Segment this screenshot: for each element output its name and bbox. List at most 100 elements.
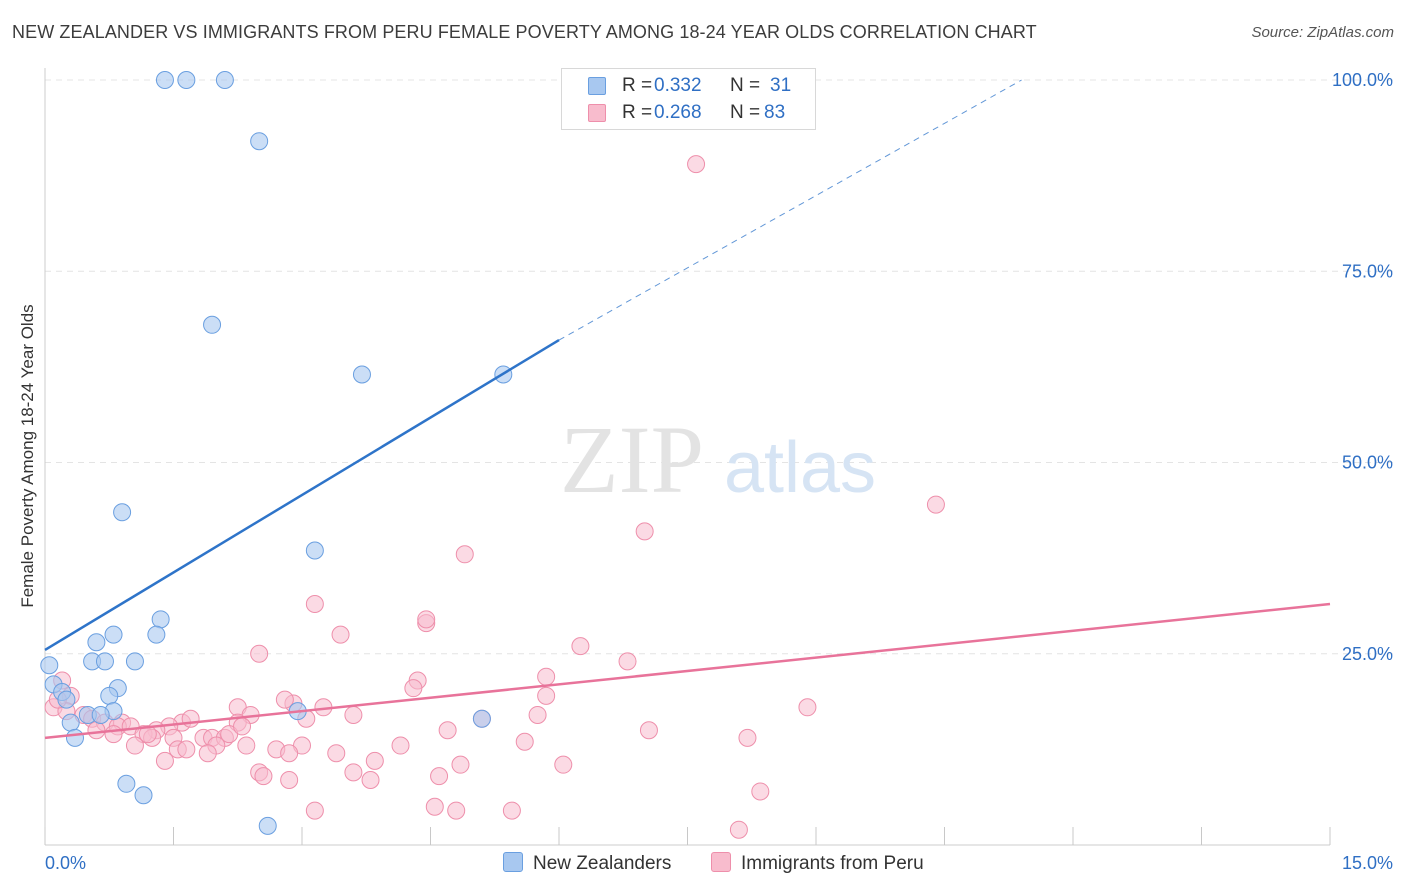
legend-r-label: R =: [622, 102, 653, 123]
data-point-nz: [215, 71, 234, 89]
data-point-nz: [113, 503, 132, 522]
data-point-nz: [203, 315, 222, 334]
data-point-peru: [280, 744, 299, 763]
data-point-peru: [635, 522, 654, 541]
data-point-nz: [151, 610, 170, 629]
data-point-peru: [430, 767, 449, 786]
y-tick-label: 50.0%: [1342, 453, 1393, 473]
data-point-peru: [250, 644, 269, 663]
data-point-peru: [181, 709, 200, 728]
data-point-nz: [104, 625, 123, 644]
data-point-nz: [95, 652, 114, 671]
data-point-peru: [391, 736, 410, 755]
source-credit: Source: ZipAtlas.com: [1251, 24, 1394, 41]
data-point-peru: [87, 721, 106, 740]
data-point-nz: [100, 686, 119, 705]
data-point-nz: [147, 625, 166, 644]
data-point-peru: [177, 740, 196, 759]
data-point-nz: [57, 690, 76, 709]
data-point-peru: [528, 705, 547, 724]
data-point-peru: [451, 755, 470, 774]
data-point-nz: [65, 728, 84, 747]
bottom-legend-label-peru: Immigrants from Peru: [741, 853, 924, 874]
data-point-nz: [305, 541, 324, 560]
data-point-peru: [571, 637, 590, 656]
data-point-peru: [798, 698, 817, 717]
data-point-peru: [738, 728, 757, 747]
data-point-peru: [404, 679, 423, 698]
x-tick-label: 0.0%: [45, 853, 86, 873]
chart-title: NEW ZEALANDER VS IMMIGRANTS FROM PERU FE…: [12, 22, 1037, 42]
data-point-peru: [280, 770, 299, 789]
data-point-nz: [258, 816, 277, 835]
data-point-peru: [198, 744, 217, 763]
data-point-peru: [331, 625, 350, 644]
data-point-peru: [155, 751, 174, 770]
data-point-nz: [472, 709, 491, 728]
watermark: ZIP atlas: [560, 406, 876, 513]
data-point-peru: [344, 705, 363, 724]
data-point-peru: [237, 736, 256, 755]
data-point-peru: [327, 744, 346, 763]
legend-swatch-peru: [588, 104, 606, 122]
data-point-peru: [687, 155, 706, 174]
legend-n-value: 31: [770, 75, 792, 96]
data-point-nz: [134, 786, 153, 805]
tick-labels: 25.0% 50.0% 75.0% 100.0% 0.0% 15.0%: [45, 70, 1393, 873]
watermark-atlas: atlas: [724, 428, 876, 508]
data-point-peru: [554, 755, 573, 774]
data-point-peru: [138, 725, 157, 744]
trend-line-peru: [44, 602, 1331, 740]
data-point-peru: [455, 545, 474, 564]
y-tick-label: 25.0%: [1342, 644, 1393, 664]
data-point-nz: [250, 132, 269, 151]
data-point-peru: [926, 495, 945, 514]
y-tick-label: 75.0%: [1342, 261, 1393, 281]
data-point-peru: [447, 801, 466, 820]
bottom-legend-swatch-peru: [711, 852, 731, 872]
data-point-peru: [417, 610, 436, 629]
data-point-peru: [254, 767, 273, 786]
trend-line-nz-extension: [558, 79, 1022, 341]
data-point-nz: [40, 656, 59, 675]
data-point-peru: [537, 686, 556, 705]
y-tick-label: 100.0%: [1332, 70, 1393, 90]
data-point-peru: [537, 667, 556, 686]
legend-r-value: 0.268: [654, 102, 702, 123]
trend-lines: [44, 79, 1331, 740]
legend-n-value: 83: [764, 102, 786, 123]
legend-n-label: N =: [730, 75, 761, 96]
data-point-peru: [438, 721, 457, 740]
data-point-nz: [125, 652, 144, 671]
data-point-nz: [117, 774, 136, 793]
data-point-nz: [155, 71, 174, 89]
data-point-peru: [344, 763, 363, 782]
data-point-peru: [751, 782, 770, 801]
data-point-peru: [125, 736, 144, 755]
bottom-legend-swatch-nz: [503, 852, 523, 872]
legend-swatch-nz: [588, 77, 606, 95]
bottom-legend-label-nz: New Zealanders: [533, 853, 672, 874]
data-point-peru: [515, 732, 534, 751]
axes: [44, 68, 1331, 846]
data-point-nz: [177, 71, 196, 89]
data-point-peru: [233, 717, 252, 736]
legend-n-label: N =: [730, 102, 761, 123]
bottom-legend-peru: Immigrants from Peru: [711, 852, 924, 875]
data-point-peru: [305, 595, 324, 614]
data-point-peru: [502, 801, 521, 820]
data-point-nz: [61, 713, 80, 732]
x-tick-label: 15.0%: [1342, 853, 1393, 873]
gridlines: [45, 79, 1395, 655]
data-point-peru: [275, 690, 294, 709]
data-point-peru: [425, 797, 444, 816]
data-point-peru: [639, 721, 658, 740]
data-point-peru: [729, 820, 748, 839]
data-point-peru: [104, 725, 123, 744]
data-point-peru: [365, 751, 384, 770]
data-point-nz: [91, 705, 110, 724]
data-point-peru: [305, 801, 324, 820]
legend-r-value: 0.332: [654, 75, 702, 96]
data-point-peru: [361, 770, 380, 789]
